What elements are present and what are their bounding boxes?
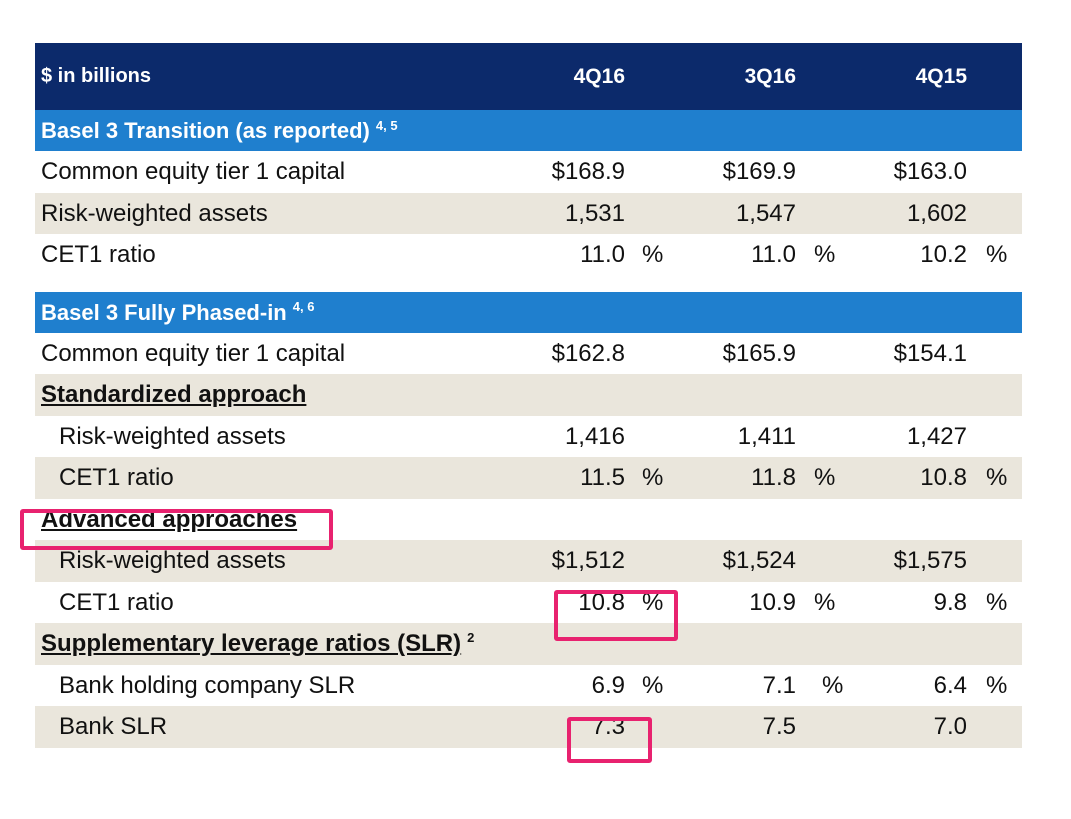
percent-unit: % — [822, 671, 844, 699]
table-row: Risk-weighted assets 1,416 1,411 1,427 — [35, 416, 1022, 458]
percent-unit: % — [986, 588, 1008, 616]
subsection-header-slr: Supplementary leverage ratios (SLR) 2 — [35, 623, 1022, 665]
cell-value: $1,575 — [893, 547, 967, 574]
cell-value: 11.8 — [751, 464, 796, 491]
percent-unit: % — [986, 671, 1008, 699]
subsection-title: Standardized approach — [41, 381, 307, 408]
table-row: Common equity tier 1 capital $162.8 $165… — [35, 333, 1022, 375]
subsection-title: Supplementary leverage ratios (SLR) — [41, 630, 462, 657]
percent-unit: % — [642, 588, 664, 616]
percent-unit: % — [814, 464, 836, 491]
cell-value: $154.1 — [893, 339, 967, 367]
cell-value: 1,411 — [737, 422, 796, 450]
cell-value: 6.9 — [591, 671, 625, 699]
section-header-phased: Basel 3 Fully Phased-in 4, 6 — [35, 291, 1022, 333]
row-label: CET1 ratio — [41, 241, 156, 268]
cell-value: 1,427 — [906, 422, 967, 450]
footnote-ref: 4, 6 — [292, 299, 315, 315]
section-header-transition: Basel 3 Transition (as reported) 4, 5 — [35, 110, 1022, 151]
percent-unit: % — [642, 464, 664, 491]
row-label: Bank holding company SLR — [59, 671, 356, 699]
cell-value: $163.0 — [893, 158, 967, 185]
percent-unit: % — [986, 464, 1008, 491]
footnote-ref: 4, 5 — [375, 117, 398, 133]
table-row: CET1 ratio 11.5 % 11.8 % 10.8 % — [35, 457, 1022, 499]
table-row: CET1 ratio 11.0 % 11.0 % 10.2 % — [35, 234, 1022, 276]
cell-value: 10.8 — [578, 588, 625, 616]
cell-value: 7.1 — [762, 671, 796, 699]
units-label: $ in billions — [41, 65, 152, 87]
cell-value: $1,512 — [551, 547, 625, 574]
row-label: Common equity tier 1 capital — [41, 339, 346, 367]
percent-unit: % — [642, 241, 664, 268]
table-row: Bank holding company SLR 6.9 % 7.1 % 6.4… — [35, 665, 1022, 707]
capital-ratios-table: $ in billions 4Q16 3Q16 4Q15 Basel 3 Tra… — [35, 43, 1022, 748]
column-3q16: 3Q16 — [744, 65, 796, 88]
cell-value: 1,531 — [564, 199, 625, 227]
table-header-row: $ in billions 4Q16 3Q16 4Q15 — [35, 43, 1022, 110]
column-4q15: 4Q15 — [915, 65, 967, 88]
cell-value: $165.9 — [722, 339, 796, 367]
cell-value: $162.8 — [551, 339, 625, 367]
cell-value: 7.0 — [933, 713, 967, 740]
table-row: Common equity tier 1 capital $168.9 $169… — [35, 151, 1022, 193]
cell-value: 11.0 — [580, 241, 625, 268]
row-label: CET1 ratio — [59, 464, 174, 491]
cell-value: 11.5 — [580, 464, 625, 491]
cell-value: 11.0 — [751, 241, 796, 268]
section-title: Basel 3 Transition (as reported) — [41, 118, 370, 143]
subsection-header-standardized: Standardized approach — [35, 374, 1022, 416]
cell-value: $168.9 — [551, 158, 625, 185]
percent-unit: % — [814, 588, 836, 616]
cell-value: $1,524 — [722, 547, 796, 574]
section-title: Basel 3 Fully Phased-in — [41, 299, 287, 325]
cell-value: 10.2 — [920, 241, 967, 268]
row-label: Risk-weighted assets — [41, 199, 268, 227]
subsection-title: Advanced approaches — [41, 505, 298, 533]
row-label: Common equity tier 1 capital — [41, 158, 346, 185]
cell-value: 10.8 — [920, 464, 967, 491]
row-label: Risk-weighted assets — [59, 547, 286, 574]
row-label: Risk-weighted assets — [59, 422, 286, 450]
subsection-header-advanced: Advanced approaches — [35, 499, 1022, 541]
table-row: Risk-weighted assets $1,512 $1,524 $1,57… — [35, 540, 1022, 582]
column-4q16: 4Q16 — [573, 65, 625, 88]
percent-unit: % — [814, 241, 836, 268]
cell-value: 1,547 — [735, 199, 796, 227]
cell-value: 7.3 — [591, 713, 625, 740]
table-row: Risk-weighted assets 1,531 1,547 1,602 — [35, 192, 1022, 234]
row-label: CET1 ratio — [59, 588, 174, 616]
percent-unit: % — [986, 241, 1008, 268]
cell-value: 6.4 — [933, 671, 967, 699]
cell-value: 10.9 — [749, 588, 796, 616]
cell-value: 1,416 — [564, 422, 625, 450]
footnote-ref: 2 — [467, 630, 475, 645]
cell-value: 9.8 — [933, 588, 967, 616]
row-label: Bank SLR — [59, 713, 168, 740]
table-row: CET1 ratio 10.8 % 10.9 % 9.8 % — [35, 582, 1022, 624]
percent-unit: % — [642, 671, 664, 699]
cell-value: $169.9 — [722, 158, 796, 185]
cell-value: 7.5 — [762, 713, 796, 740]
section-gap — [35, 276, 1022, 292]
table-row: Bank SLR 7.3 7.5 7.0 — [35, 706, 1022, 748]
cell-value: 1,602 — [906, 199, 967, 227]
